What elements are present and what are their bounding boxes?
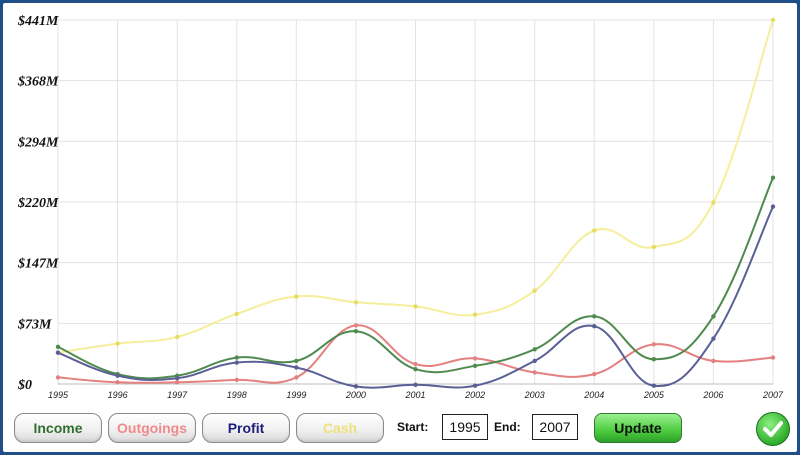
profit-point <box>234 360 239 365</box>
outgoings-point <box>174 380 180 385</box>
outgoings-point <box>353 323 359 328</box>
update-button[interactable]: Update <box>594 413 682 443</box>
controls-bar: Income Outgoings Profit Cash Start: 1995… <box>0 408 800 448</box>
cash-button[interactable]: Cash <box>296 413 384 443</box>
income-point <box>592 314 597 319</box>
profit-point <box>711 336 716 341</box>
y-tick-label: $368M <box>17 75 59 90</box>
cash-point <box>711 200 716 205</box>
y-tick-label: $73M <box>17 317 52 332</box>
outgoings-point <box>413 361 418 367</box>
outgoings-button-label: Outgoings <box>117 420 187 436</box>
outgoings-point <box>770 355 776 360</box>
income-point <box>413 366 418 372</box>
checkmark-icon <box>763 421 783 437</box>
ok-button[interactable] <box>756 412 790 446</box>
outgoings-point <box>592 371 597 377</box>
x-tick-label: 2005 <box>643 390 665 400</box>
income-point <box>353 328 359 334</box>
outgoings-point <box>532 370 537 375</box>
y-tick-label: $441M <box>17 14 59 29</box>
profit-point <box>413 382 418 388</box>
outgoings-point <box>115 380 120 385</box>
income-button-label: Income <box>33 420 83 436</box>
cash-line <box>57 19 774 354</box>
outgoings-point <box>55 375 61 380</box>
x-tick-label: 1999 <box>286 390 306 400</box>
income-point <box>532 347 537 352</box>
profit-point <box>55 350 61 355</box>
cash-point <box>174 334 180 340</box>
profit-point <box>294 365 299 370</box>
y-tick-label: $220M <box>17 196 59 211</box>
x-tick-label: 2006 <box>702 390 723 400</box>
income-point <box>651 357 657 362</box>
cash-button-label: Cash <box>322 420 358 436</box>
income-point <box>234 355 239 360</box>
x-tick-label: 2007 <box>762 390 784 400</box>
income-line <box>57 176 774 380</box>
x-tick-label: 1998 <box>227 390 247 400</box>
x-tick-label: 2002 <box>464 390 485 400</box>
cash-point <box>115 341 120 346</box>
income-button[interactable]: Income <box>14 413 102 443</box>
x-tick-label: 2004 <box>583 390 604 400</box>
cash-point <box>532 288 537 293</box>
outgoings-button[interactable]: Outgoings <box>108 413 196 443</box>
outgoings-point <box>711 358 716 364</box>
cash-point <box>234 311 239 317</box>
cash-point <box>353 300 359 305</box>
profit-button-label: Profit <box>227 420 265 436</box>
cash-point <box>294 294 299 299</box>
profit-point <box>115 373 120 378</box>
outgoings-point <box>651 342 657 347</box>
profit-point <box>592 324 597 329</box>
y-tick-label: $294M <box>17 135 59 150</box>
profit-point <box>353 384 359 389</box>
start-year-input[interactable]: 1995 <box>442 414 488 440</box>
income-point <box>294 358 299 364</box>
outgoings-point <box>294 375 299 380</box>
profit-point <box>472 383 478 388</box>
cash-point <box>592 228 597 233</box>
cash-point <box>472 312 478 317</box>
x-tick-label: 1995 <box>48 390 69 400</box>
y-tick-label: $147M <box>17 257 59 272</box>
profit-point <box>174 376 180 381</box>
cash-point <box>651 244 657 250</box>
cash-point <box>770 17 776 23</box>
x-tick-label: 2001 <box>404 390 425 400</box>
outgoings-point <box>234 377 239 383</box>
cash-point <box>413 304 418 309</box>
profit-point <box>770 204 776 209</box>
income-point <box>770 175 776 180</box>
profit-point <box>651 383 657 388</box>
outgoings-point <box>472 356 478 361</box>
y-tick-label: $0 <box>17 378 32 393</box>
end-label: End: <box>494 420 521 434</box>
profit-line <box>57 205 774 389</box>
start-label: Start: <box>397 420 429 434</box>
profit-button[interactable]: Profit <box>202 413 290 443</box>
end-year-input[interactable]: 2007 <box>532 414 578 440</box>
x-tick-label: 2000 <box>345 390 366 400</box>
line-chart: $0 $73M $147M $220M $294M $368M $441M 1995 1996 1… <box>17 14 784 400</box>
income-point <box>472 363 478 369</box>
profit-point <box>532 358 537 364</box>
x-tick-label: 1996 <box>108 390 128 400</box>
x-tick-label: 2003 <box>524 390 545 400</box>
income-point <box>55 344 61 350</box>
income-point <box>711 314 716 319</box>
x-tick-label: 1997 <box>167 390 188 400</box>
update-button-label: Update <box>614 420 662 436</box>
